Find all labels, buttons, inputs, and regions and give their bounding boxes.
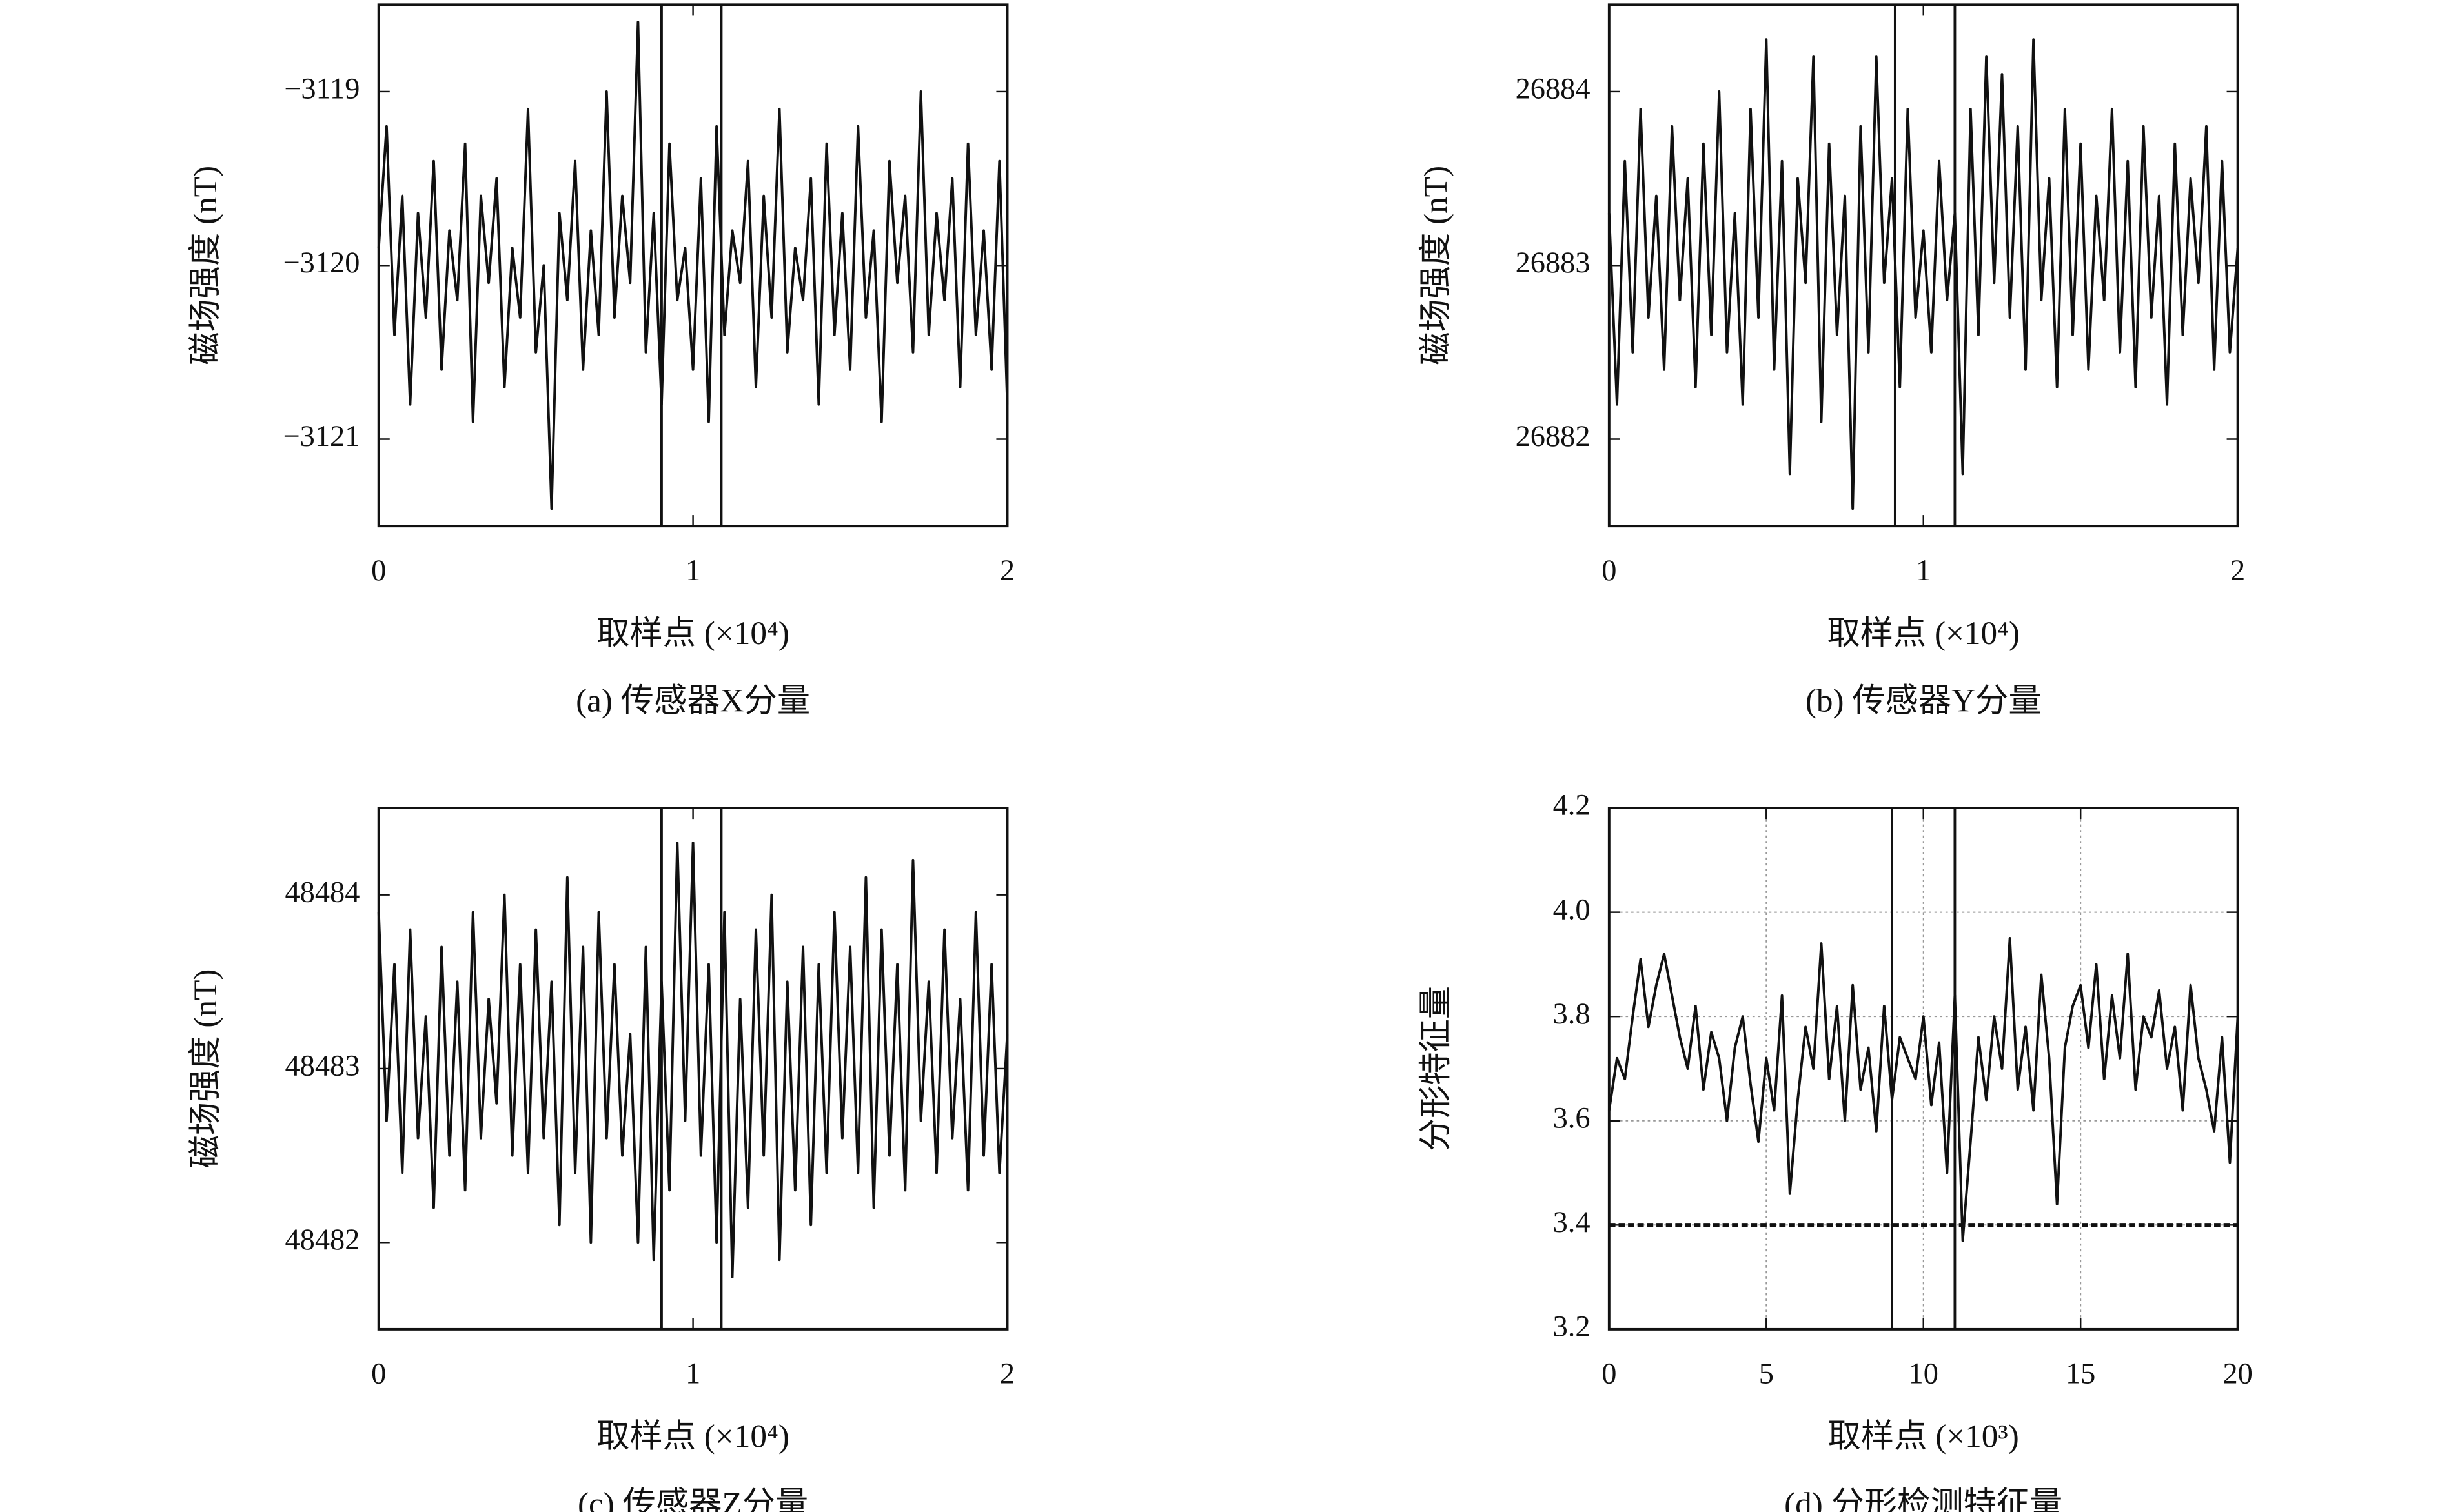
y-axis-label: 磁场强度 (nT) xyxy=(187,969,224,1169)
y-tick-label: 26883 xyxy=(1516,247,1591,279)
y-tick-label: 3.8 xyxy=(1553,998,1591,1031)
y-tick-label: 26884 xyxy=(1516,73,1591,106)
x-tick-label: 1 xyxy=(686,1358,700,1391)
caption: (a) 传感器X分量 xyxy=(576,683,810,720)
x-tick-label: 20 xyxy=(2222,1358,2252,1391)
x-tick-label: 0 xyxy=(371,554,386,587)
y-axis-label: 分形特征量 xyxy=(1418,986,1454,1151)
panel: 3.2 3.4 3.6 3.8 4.0 4.2 0 5 10 15 20 取样点 (×10³) 分形特征… xyxy=(1418,789,2253,1512)
y-tick-label: −3120 xyxy=(283,247,360,279)
y-tick-label: 3.6 xyxy=(1553,1102,1591,1134)
x-tick-label: 15 xyxy=(2066,1358,2095,1391)
x-tick-label: 0 xyxy=(371,1358,386,1391)
x-axis-label: 取样点 (×10³) xyxy=(1828,1418,2019,1455)
y-tick-label: 4.0 xyxy=(1553,893,1591,926)
caption: (b) 传感器Y分量 xyxy=(1805,683,2042,720)
plot-frame xyxy=(1607,807,2239,1331)
panel: 48482 48483 48484 0 1 2 取样点 (×10⁴) 磁场强度 (nT) (c)… xyxy=(187,807,1015,1512)
y-tick-label: −3119 xyxy=(284,73,360,106)
y-axis-label: 磁场强度 (nT) xyxy=(187,166,224,365)
x-axis-label: 取样点 (×10⁴) xyxy=(596,615,789,652)
y-tick-label: 48482 xyxy=(285,1224,360,1256)
x-tick-label: 0 xyxy=(1601,554,1616,587)
panel: 26882 26883 26884 0 1 2 取样点 (×10⁴) 磁场强度 (nT) (b)… xyxy=(1418,3,2245,720)
y-axis-label: 磁场强度 (nT) xyxy=(1418,166,1454,365)
signal-line xyxy=(377,841,1009,1279)
plot-frame xyxy=(377,807,1009,1331)
y-tick-label: 3.2 xyxy=(1553,1311,1591,1344)
y-tick-label: 48484 xyxy=(285,876,360,909)
x-tick-label: 10 xyxy=(1909,1358,1938,1391)
y-tick-label: 26882 xyxy=(1516,420,1591,453)
y-tick-label: 48483 xyxy=(285,1050,360,1083)
signal-line xyxy=(377,21,1009,510)
plot-frame xyxy=(377,3,1009,528)
signal-line xyxy=(1607,937,2239,1242)
x-tick-label: 1 xyxy=(1916,554,1931,587)
x-tick-label: 1 xyxy=(686,554,700,587)
y-tick-label: −3121 xyxy=(283,420,360,453)
y-tick-label: 3.4 xyxy=(1553,1206,1591,1239)
x-tick-label: 2 xyxy=(2230,554,2245,587)
plot-frame xyxy=(1607,3,2239,528)
x-tick-label: 2 xyxy=(1000,1358,1015,1391)
caption: (d) 分形检测特征量 xyxy=(1784,1486,2062,1512)
x-axis-label: 取样点 (×10⁴) xyxy=(1827,615,2020,652)
x-tick-label: 5 xyxy=(1759,1358,1774,1391)
x-axis-label: 取样点 (×10⁴) xyxy=(596,1418,789,1455)
caption: (c) 传感器Z分量 xyxy=(578,1486,808,1512)
x-tick-label: 0 xyxy=(1601,1358,1616,1391)
signal-line xyxy=(1607,38,2239,510)
panel: −3121 −3120 −3119 0 1 2 取样点 (×10⁴) 磁场强度 (nT) (a)… xyxy=(187,3,1015,720)
y-tick-label: 4.2 xyxy=(1553,789,1591,822)
x-tick-label: 2 xyxy=(1000,554,1015,587)
